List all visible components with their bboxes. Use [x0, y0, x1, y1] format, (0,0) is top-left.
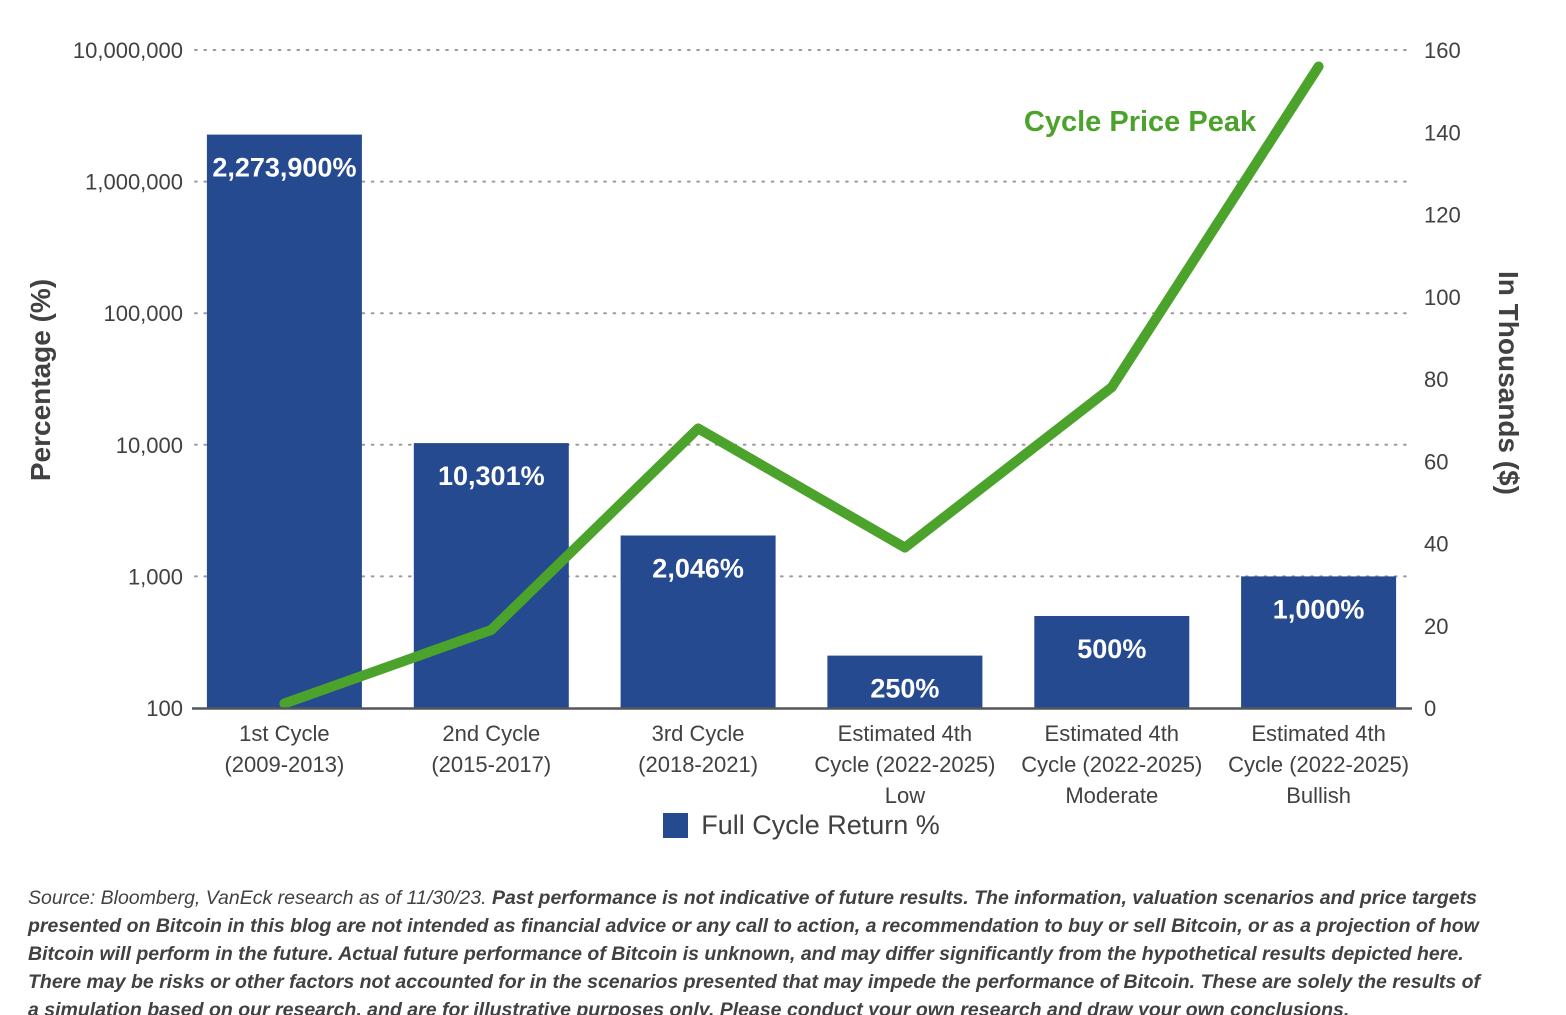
legend: Full Cycle Return %: [195, 806, 1408, 844]
x-axis-category-3-line-2: (2018-2021): [638, 752, 758, 777]
bar-3: [620, 535, 776, 708]
right-axis-tick-100: 100: [1424, 285, 1461, 310]
x-axis-category-2-line-2: (2015-2017): [431, 752, 551, 777]
left-axis-tick-10,000: 10,000: [116, 433, 183, 458]
right-axis-title: In Thousands ($): [1493, 271, 1524, 495]
right-axis-tick-140: 140: [1424, 120, 1461, 145]
right-axis-tick-60: 60: [1424, 449, 1448, 474]
full-cycle-return-combo-chart: 2,273,900% 10,301% 2,046% 250% 500% 1,000% 10,…: [25, 38, 1524, 808]
full-cycle-return-legend-swatch: [663, 812, 689, 838]
right-axis-tick-40: 40: [1424, 532, 1448, 557]
left-axis-tick-1,000,000: 1,000,000: [85, 170, 183, 195]
x-axis-category-5-line-2: Cycle (2022-2025): [1021, 752, 1202, 777]
footnote-source-text: Source: Bloomberg, VanEck research as of…: [28, 887, 492, 909]
bar-value-label-6: 1,000%: [1273, 594, 1365, 624]
x-axis-category-4-line-2: Cycle (2022-2025): [814, 752, 995, 777]
x-axis-category-2-line-1: 2nd Cycle: [442, 721, 540, 746]
x-axis-category-1-line-1: 1st Cycle: [239, 721, 329, 746]
left-axis-tick-10,000,000: 10,000,000: [73, 38, 183, 63]
x-axis-category-3-line-1: 3rd Cycle: [652, 721, 745, 746]
right-axis-tick-80: 80: [1424, 367, 1448, 392]
x-axis-category-4-line-1: Estimated 4th: [838, 721, 973, 746]
x-axis-category-1-line-2: (2009-2013): [224, 752, 344, 777]
bar-value-label-4: 250%: [870, 674, 939, 704]
left-axis-title: Percentage (%): [25, 279, 56, 481]
left-axis-tick-1,000: 1,000: [128, 564, 183, 589]
full-cycle-return-legend-label: Full Cycle Return %: [701, 809, 940, 840]
annotation-cycle-price-peak: Cycle Price Peak: [1024, 106, 1257, 138]
x-axis-category-4-line-3: Low: [885, 783, 925, 808]
bar-6: [1241, 576, 1397, 708]
left-axis-tick-100: 100: [146, 696, 183, 721]
cycle-price-peak-line: [279, 61, 1324, 709]
bar-1: [206, 134, 362, 709]
bar-4: [827, 655, 983, 708]
left-axis-tick-100,000: 100,000: [103, 301, 183, 326]
bar-value-label-3: 2,046%: [652, 554, 744, 584]
bar-value-label-5: 500%: [1077, 634, 1146, 664]
right-axis-tick-0: 0: [1424, 696, 1436, 721]
x-axis-category-5-line-1: Estimated 4th: [1045, 721, 1180, 746]
x-axis-category-6-line-2: Cycle (2022-2025): [1228, 752, 1409, 777]
right-axis-tick-120: 120: [1424, 203, 1461, 228]
x-axis-category-5-line-3: Moderate: [1065, 783, 1158, 808]
bar-5: [1034, 616, 1190, 708]
x-axis-category-6-line-3: Bullish: [1286, 783, 1351, 808]
x-axis-category-6-line-1: Estimated 4th: [1251, 721, 1386, 746]
right-axis-tick-20: 20: [1424, 614, 1448, 639]
bar-value-label-2: 10,301%: [438, 461, 545, 491]
footnote: Source: Bloomberg, VanEck research as of…: [28, 884, 1488, 1015]
bar-value-label-1: 2,273,900%: [212, 153, 356, 183]
right-axis-tick-160: 160: [1424, 38, 1461, 63]
footnote-disclaimer-text: Past performance is not indicative of fu…: [28, 887, 1481, 1015]
